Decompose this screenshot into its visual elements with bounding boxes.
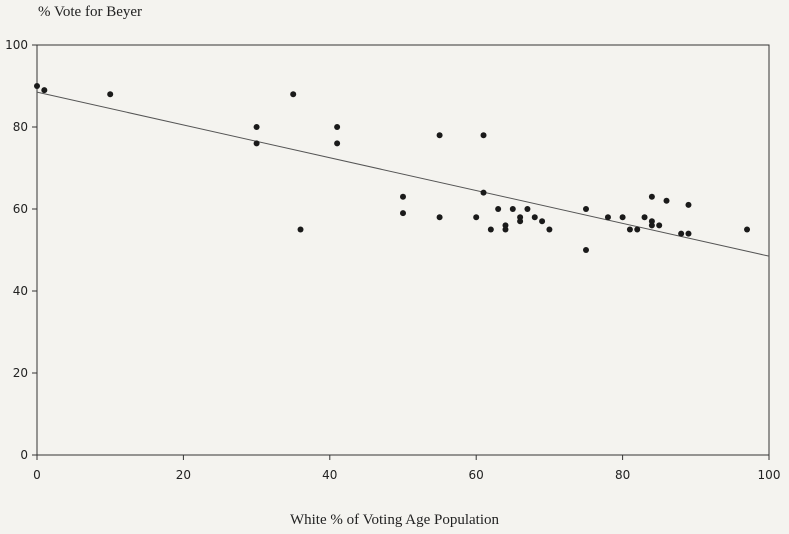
data-point [648,193,655,200]
data-point [517,214,524,221]
data-point [41,87,48,94]
y-tick-label: 100 [5,38,28,52]
y-axis-title: % Vote for Beyer [38,4,143,20]
y-tick-label: 20 [13,366,28,380]
data-point [604,214,611,221]
data-point [334,124,341,130]
data-point [685,230,692,237]
data-point [583,206,589,212]
data-point [34,83,40,89]
x-tick-label: 0 [33,468,41,482]
data-point [502,222,509,229]
data-point [253,140,260,147]
data-point [583,247,589,253]
x-tick-label: 80 [615,468,630,482]
data-point [517,218,524,225]
x-tick-label: 40 [322,468,337,482]
data-point [648,222,655,229]
axis-ticks: 0 20 40 60 80 100 0 20 40 60 80 100 [5,38,780,482]
data-point [678,230,685,237]
data-point [400,210,406,217]
y-tick-label: 0 [20,448,28,462]
data-point [473,214,480,221]
data-point [546,226,553,233]
trend-line [36,91,770,257]
data-point [656,222,663,229]
data-point [480,189,487,196]
data-point [641,214,648,221]
data-point [619,214,626,221]
data-point [480,132,487,139]
data-point [634,226,641,233]
x-tick-label: 20 [176,468,191,482]
data-point [502,226,509,233]
data-point [436,214,443,221]
data-point [290,91,297,98]
data-point [648,218,655,225]
plot-frame [36,44,770,456]
data-point [626,226,633,233]
data-point [334,140,341,147]
data-point [487,226,494,233]
x-tick-label: 60 [469,468,484,482]
data-point [524,206,531,212]
data-point [663,197,670,204]
data-point [531,214,538,221]
trend-line-group [36,91,770,257]
data-point [297,226,304,233]
data-point [495,206,502,212]
data-point [400,193,406,200]
y-tick-label: 80 [13,120,28,134]
data-point [744,226,751,233]
data-point [253,124,260,130]
data-point [509,206,516,212]
data-point [436,132,443,139]
x-axis-title: White % of Voting Age Population [289,512,500,528]
data-points [34,83,751,253]
y-tick-label: 40 [13,284,28,298]
y-tick-label: 60 [13,202,28,216]
data-point [539,218,546,225]
data-point [685,201,692,208]
data-point [107,91,114,98]
x-tick-label: 100 [758,468,781,482]
plot-border [36,44,770,456]
